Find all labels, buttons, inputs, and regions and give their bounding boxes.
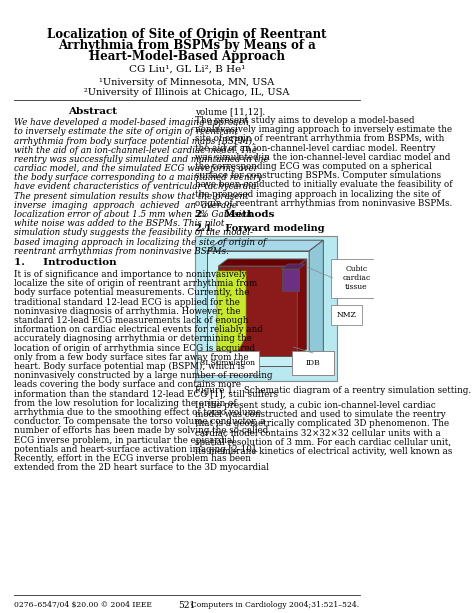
Text: arrhythmia due to the smoothing effect of torso volume: arrhythmia due to the smoothing effect o… — [14, 408, 261, 417]
Polygon shape — [309, 240, 323, 366]
Text: Cubic
cardiac
tissue: Cubic cardiac tissue — [342, 265, 371, 291]
Text: inverse  imaging  approach  achieved  an  average: inverse imaging approach achieved an ave… — [14, 201, 237, 210]
Text: 521: 521 — [178, 601, 196, 610]
Polygon shape — [282, 269, 299, 291]
Text: Abstract: Abstract — [69, 107, 118, 116]
Text: information than the standard 12-lead ECG [1], still suffers: information than the standard 12-lead EC… — [14, 390, 278, 398]
Polygon shape — [219, 259, 307, 266]
Text: potentials and heart-surface activation imaging [2-10].: potentials and heart-surface activation … — [14, 445, 258, 454]
Text: body surface potential measurements. Currently, the: body surface potential measurements. Cur… — [14, 288, 250, 297]
Text: based imaging approach in localizing the site of origin of: based imaging approach in localizing the… — [14, 238, 266, 246]
Text: surface for constructing BSPMs. Computer simulations: surface for constructing BSPMs. Computer… — [195, 171, 441, 180]
Text: reentry was successfully simulated and maintained in the: reentry was successfully simulated and m… — [14, 155, 269, 164]
Text: Figure 1.   Schematic diagram of a reentry simulation setting.: Figure 1. Schematic diagram of a reentry… — [195, 386, 471, 395]
Text: 1.     Introduction: 1. Introduction — [14, 258, 117, 267]
Text: origin of reentrant arrhythmias from noninvasive BSPMs.: origin of reentrant arrhythmias from non… — [195, 199, 452, 208]
Text: 2.     Methods: 2. Methods — [195, 210, 274, 219]
Text: traditional standard 12-lead ECG is applied for the: traditional standard 12-lead ECG is appl… — [14, 297, 240, 306]
Text: localization error of about 1.5 mm when 5% Gaussian: localization error of about 1.5 mm when … — [14, 210, 252, 219]
Text: Heart-Model-Based Approach: Heart-Model-Based Approach — [89, 50, 285, 63]
Text: location of origin of arrhythmia since ECG is acquired: location of origin of arrhythmia since E… — [14, 344, 255, 352]
Text: noninvasively constructed by a large number of recording: noninvasively constructed by a large num… — [14, 371, 273, 380]
Polygon shape — [219, 266, 297, 356]
Text: reentrant arrhythmias from noninvasive BSPMs.: reentrant arrhythmias from noninvasive B… — [14, 247, 229, 256]
Text: Computers in Cardiology 2004;31:521–524.: Computers in Cardiology 2004;31:521–524. — [191, 601, 360, 609]
Text: simulation study suggests the feasibility of the model-: simulation study suggests the feasibilit… — [14, 229, 253, 237]
Polygon shape — [282, 264, 305, 269]
Text: heart. Body surface potential map (BSPM), which is: heart. Body surface potential map (BSPM)… — [14, 362, 245, 371]
Text: have been conducted to initially evaluate the feasibility of: have been conducted to initially evaluat… — [195, 180, 452, 189]
Text: noninvasively imaging approach to inversely estimate the: noninvasively imaging approach to invers… — [195, 125, 452, 134]
Text: 2.1.   Forward modeling: 2.1. Forward modeling — [195, 224, 324, 233]
Text: ¹University of Minnesota, MN, USA: ¹University of Minnesota, MN, USA — [99, 78, 274, 87]
Text: the proposed imaging approach in localizing the site of: the proposed imaging approach in localiz… — [195, 189, 440, 199]
Text: Recently, effort in the ECG inverse problem has been: Recently, effort in the ECG inverse prob… — [14, 454, 251, 463]
Text: the body surface corresponding to a maintained reentry: the body surface corresponding to a main… — [14, 173, 263, 182]
Text: information on cardiac electrical events for reliably and: information on cardiac electrical events… — [14, 326, 263, 334]
Text: 0276–6547/04 $20.00 © 2004 IEEE: 0276–6547/04 $20.00 © 2004 IEEE — [14, 601, 152, 609]
Polygon shape — [217, 271, 246, 351]
Text: white noise was added to the BSPMs. This pilot: white noise was added to the BSPMs. This… — [14, 219, 225, 228]
Text: accurately diagnosing arrhythmia or determining the: accurately diagnosing arrhythmia or dete… — [14, 335, 252, 343]
Text: site of origin of reentrant arrhythmia from BSPMs, with: site of origin of reentrant arrhythmia f… — [195, 134, 444, 143]
Text: CG Liu¹, GL Li², B He¹: CG Liu¹, GL Li², B He¹ — [129, 65, 245, 74]
Text: spatial resolution of 3 mm. For each cardiac cellular unit,: spatial resolution of 3 mm. For each car… — [195, 438, 451, 447]
Text: to inversely estimate the site of origin of reentrant: to inversely estimate the site of origin… — [14, 128, 238, 136]
Text: have evident characteristics of ventricular tachycardia.: have evident characteristics of ventricu… — [14, 183, 259, 191]
FancyBboxPatch shape — [331, 259, 382, 298]
Text: only from a few body surface sites far away from the: only from a few body surface sites far a… — [14, 353, 249, 362]
Text: was simulated in the ion-channel-level cardiac model and: was simulated in the ion-channel-level c… — [195, 153, 450, 162]
Polygon shape — [297, 259, 307, 356]
Text: It is of significance and importance to noninvasively: It is of significance and importance to … — [14, 270, 247, 279]
Text: with the aid of an ion-channel-level cardiac model. The: with the aid of an ion-channel-level car… — [14, 146, 257, 154]
Text: Localization of Site of Origin of Reentrant: Localization of Site of Origin of Reentr… — [47, 28, 327, 41]
Text: In the present study, a cubic ion-channel-level cardiac: In the present study, a cubic ion-channe… — [195, 401, 436, 410]
Text: the aid of an ion-channel-level cardiac model. Reentry: the aid of an ion-channel-level cardiac … — [195, 143, 435, 153]
FancyBboxPatch shape — [195, 236, 337, 381]
Text: ECG inverse problem, in particular the epicardial: ECG inverse problem, in particular the e… — [14, 436, 235, 444]
FancyBboxPatch shape — [331, 305, 362, 325]
Polygon shape — [207, 240, 323, 251]
Text: standard 12-lead ECG measurements lack of enough: standard 12-lead ECG measurements lack o… — [14, 316, 249, 325]
Text: We have developed a model-based imaging approach: We have developed a model-based imaging … — [14, 118, 249, 127]
Text: arrhythmia from body surface potential maps (BSPM),: arrhythmia from body surface potential m… — [14, 137, 255, 145]
Text: from the low resolution for localizing the origin of: from the low resolution for localizing t… — [14, 399, 237, 408]
Text: conductor. To compensate the torso volume conductor, a: conductor. To compensate the torso volum… — [14, 417, 265, 426]
Text: leads covering the body surface and contains more: leads covering the body surface and cont… — [14, 381, 241, 389]
Text: the corresponding ECG was computed on a spherical: the corresponding ECG was computed on a … — [195, 162, 432, 171]
Text: cardiac model, and the simulated ECG waveforms over: cardiac model, and the simulated ECG wav… — [14, 164, 258, 173]
Text: that is a geometrically complicated 3D phenomenon. The: that is a geometrically complicated 3D p… — [195, 419, 449, 428]
Text: model was constructed and used to simulate the reentry: model was constructed and used to simula… — [195, 410, 446, 419]
Text: The present simulation results show that the present: The present simulation results show that… — [14, 192, 249, 200]
Text: extended from the 2D heart surface to the 3D myocardial: extended from the 2D heart surface to th… — [14, 463, 269, 472]
Text: volume [11,12].: volume [11,12]. — [195, 107, 265, 116]
Text: Arrhythmia from BSPMs by Means of a: Arrhythmia from BSPMs by Means of a — [58, 39, 316, 52]
Text: IDB: IDB — [306, 359, 320, 367]
Text: cardiac model contains 32×32×32 cellular units with a: cardiac model contains 32×32×32 cellular… — [195, 428, 440, 438]
Text: noninvasive diagnosis of arrhythmia. However, the: noninvasive diagnosis of arrhythmia. How… — [14, 306, 241, 316]
Text: NMZ: NMZ — [336, 311, 356, 319]
Text: SI Stimulation: SI Stimulation — [201, 359, 255, 367]
Polygon shape — [207, 251, 309, 366]
FancyBboxPatch shape — [197, 351, 259, 375]
Text: number of efforts has been made by solving the so-called: number of efforts has been made by solvi… — [14, 427, 268, 435]
Text: localize the site of origin of reentrant arrhythmia from: localize the site of origin of reentrant… — [14, 279, 257, 288]
Text: The present study aims to develop a model-based: The present study aims to develop a mode… — [195, 116, 414, 125]
Text: ²University of Illinois at Chicago, IL, USA: ²University of Illinois at Chicago, IL, … — [84, 88, 290, 97]
Text: its membrane kinetics of electrical activity, well known as: its membrane kinetics of electrical acti… — [195, 447, 452, 456]
FancyBboxPatch shape — [292, 351, 334, 375]
